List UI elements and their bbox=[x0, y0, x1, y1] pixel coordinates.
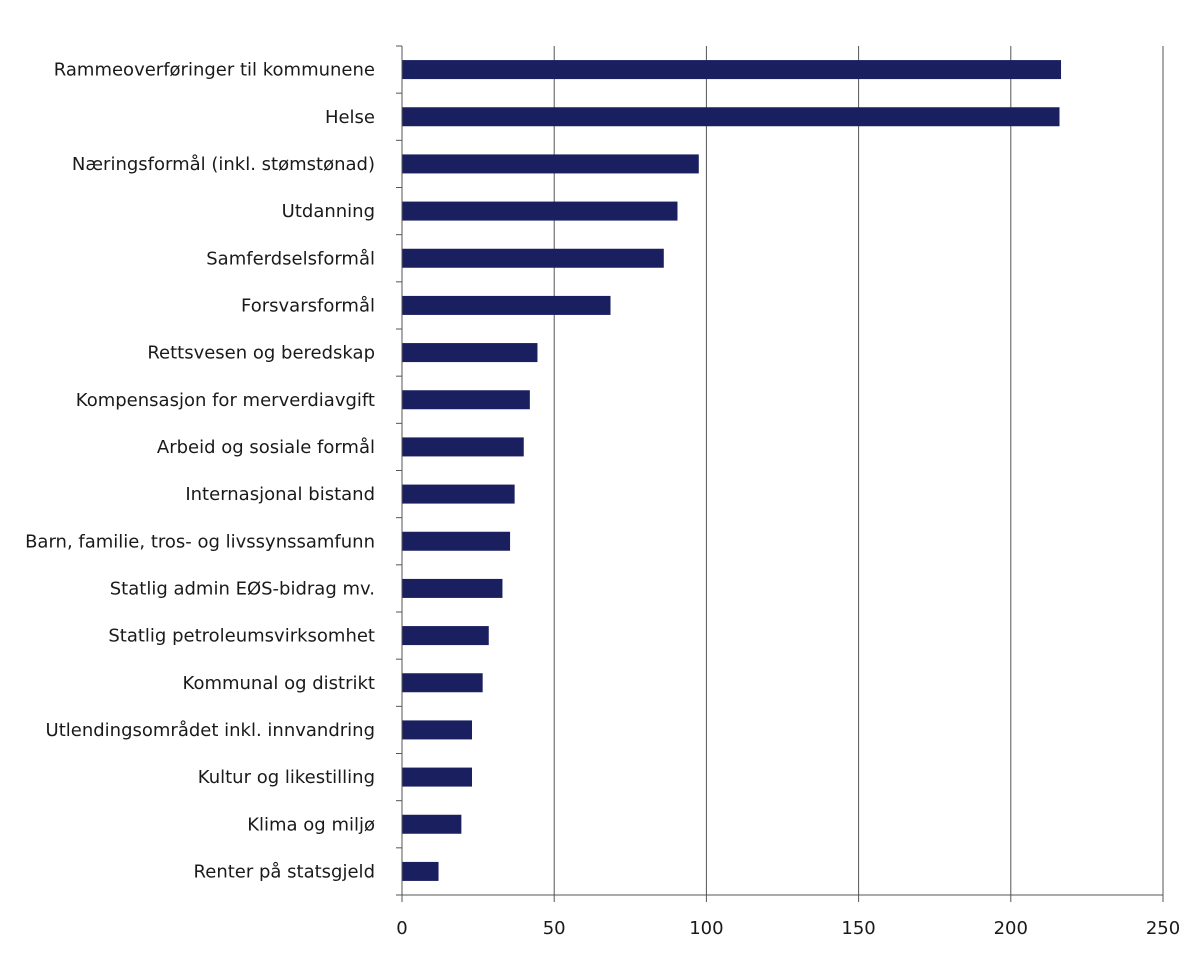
category-label: Kommunal og distrikt bbox=[183, 673, 375, 694]
bar bbox=[402, 201, 678, 221]
bar bbox=[402, 343, 538, 363]
bar bbox=[402, 861, 439, 881]
bar bbox=[402, 437, 524, 457]
category-label: Samferdselsformål bbox=[206, 248, 375, 269]
grid-layer bbox=[553, 46, 1164, 895]
axis-layer bbox=[396, 45, 1164, 902]
category-label: Barn, familie, tros- og livssynssamfunn bbox=[25, 531, 375, 552]
category-label: Rettsvesen og beredskap bbox=[147, 343, 375, 364]
category-label: Rammeoverføringer til kommunene bbox=[54, 60, 375, 81]
category-label: Statlig admin EØS-bidrag mv. bbox=[110, 578, 375, 599]
category-label: Klima og miljø bbox=[247, 814, 375, 835]
category-label: Internasjonal bistand bbox=[185, 484, 375, 505]
category-label: Forsvarsformål bbox=[241, 295, 375, 316]
bar bbox=[402, 107, 1060, 127]
category-label: Helse bbox=[325, 107, 375, 128]
category-label: Næringsformål (inkl. stømstønad) bbox=[72, 154, 375, 175]
bar bbox=[402, 767, 473, 787]
bar bbox=[402, 484, 515, 504]
bar bbox=[402, 154, 699, 174]
bar bbox=[402, 531, 511, 551]
bar bbox=[402, 814, 462, 834]
bar bbox=[402, 626, 489, 646]
x-tick-label: 200 bbox=[994, 918, 1028, 939]
x-tick-label: 250 bbox=[1146, 918, 1180, 939]
x-tick-label: 100 bbox=[689, 918, 723, 939]
category-label: Arbeid og sosiale formål bbox=[157, 437, 375, 458]
bar bbox=[402, 673, 483, 693]
bar bbox=[402, 578, 503, 598]
bar bbox=[402, 295, 611, 315]
category-label: Kompensasjon for merverdiavgift bbox=[76, 390, 375, 411]
bar bbox=[402, 390, 530, 410]
category-label: Utlendingsområdet inkl. innvandring bbox=[46, 720, 375, 741]
bar bbox=[402, 720, 473, 740]
x-tick-label: 50 bbox=[543, 918, 566, 939]
bar-layer bbox=[402, 60, 1062, 881]
category-label: Utdanning bbox=[282, 201, 375, 222]
bar bbox=[402, 248, 664, 268]
category-label: Statlig petroleumsvirksomhet bbox=[108, 626, 375, 647]
category-label: Renter på statsgjeld bbox=[194, 861, 375, 882]
label-layer: 0 50 100 150 200 250 Rammeoverføringer til kom… bbox=[25, 60, 1180, 939]
category-label: Kultur og likestilling bbox=[198, 767, 375, 788]
bar bbox=[402, 60, 1062, 80]
x-tick-label: 150 bbox=[841, 918, 875, 939]
x-tick-label: 0 bbox=[396, 918, 407, 939]
